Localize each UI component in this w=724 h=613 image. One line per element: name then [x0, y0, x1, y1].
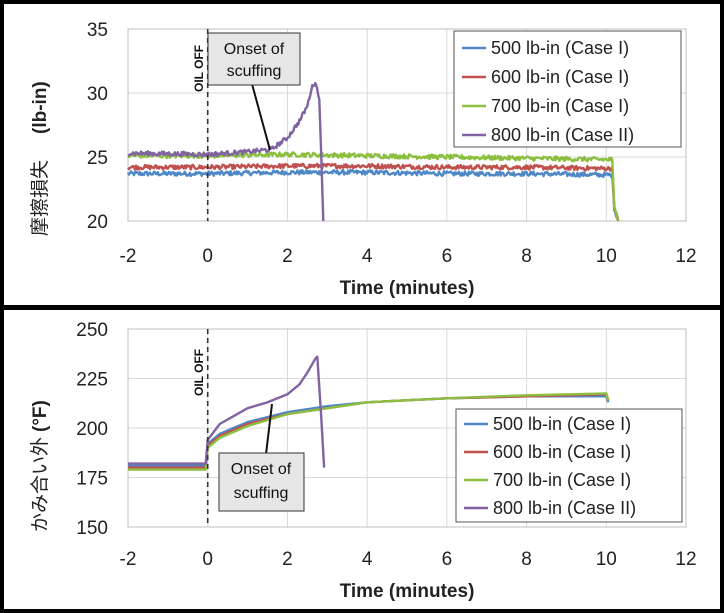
bottom-callout-box [218, 452, 305, 512]
top-legend-label: 500 lb-in (Case I) [491, 38, 629, 58]
top-callout-text-line1: Onset of [224, 41, 285, 58]
top-series-lines [126, 81, 620, 222]
top-x-tick-label: -2 [120, 246, 137, 267]
bottom-y-tick-label: 225 [76, 370, 108, 391]
top-y-tick-labels: 20 25 30 35 [87, 20, 108, 233]
top-y-tick-label: 25 [87, 148, 108, 169]
top-y-axis-title-unit: (lb-in) [30, 81, 51, 134]
top-x-tick-label: 12 [675, 246, 696, 267]
bottom-y-axis-title-japanese: かみ合い外 [29, 437, 51, 532]
top-plot-border [127, 28, 687, 222]
top-x-tick-label: 2 [282, 246, 293, 267]
top-x-tick-label: 4 [362, 246, 373, 267]
top-series-line-2 [127, 162, 620, 222]
bottom-callout-text-line2: scuffing [234, 485, 289, 502]
top-y-tick-label: 35 [87, 20, 108, 41]
top-callout-pointer [251, 83, 271, 151]
top-x-tick-labels: -2 0 2 4 6 8 10 12 [120, 246, 697, 267]
bottom-callout-pointer [265, 403, 273, 455]
bottom-x-tick-label: 6 [442, 549, 453, 570]
bottom-x-tick-label: -2 [120, 549, 137, 570]
bottom-legend-label: 800 lb-in (Case II) [493, 498, 636, 518]
bottom-legend: 500 lb-in (Case I) 600 lb-in (Case I) 700 … [455, 408, 683, 523]
top-x-tick-label: 10 [596, 246, 617, 267]
bottom-legend-label: 600 lb-in (Case I) [493, 442, 631, 462]
bottom-chart: OIL OFF 150 175 200 225 250 -2 0 2 4 6 8 10 12 Time… [29, 320, 697, 602]
bottom-y-tick-label: 250 [76, 320, 108, 341]
top-chart: OIL OFF 20 25 30 35 -2 0 2 4 6 8 10 12 Time (minut… [29, 20, 697, 299]
top-legend-label: 700 lb-in (Case I) [491, 96, 629, 116]
top-callout-box [207, 32, 301, 86]
bottom-x-axis-title: Time (minutes) [340, 581, 475, 602]
bottom-x-tick-labels: -2 0 2 4 6 8 10 12 [120, 549, 697, 570]
top-x-tick-label: 8 [521, 246, 532, 267]
bottom-legend-box [455, 408, 683, 523]
top-oil-off-label: OIL OFF [192, 45, 206, 92]
top-legend: 500 lb-in (Case I) 600 lb-in (Case I) 700 … [453, 30, 682, 148]
top-y-tick-label: 20 [87, 212, 108, 233]
bottom-y-axis-title-unit: (°F) [30, 400, 51, 432]
top-legend-label: 800 lb-in (Case II) [491, 125, 634, 145]
bottom-plot-border [127, 328, 687, 528]
top-series-line-1 [126, 169, 620, 222]
bottom-x-tick-label: 10 [596, 549, 617, 570]
bottom-x-tick-label: 4 [362, 549, 373, 570]
top-callout-text-line2: scuffing [227, 63, 282, 80]
top-legend-label: 600 lb-in (Case I) [491, 67, 629, 87]
bottom-y-tick-label: 150 [76, 518, 108, 539]
bottom-legend-label: 700 lb-in (Case I) [493, 470, 631, 490]
bottom-x-tick-label: 12 [675, 549, 696, 570]
bottom-legend-label: 500 lb-in (Case I) [493, 414, 631, 434]
bottom-x-tick-label: 8 [521, 549, 532, 570]
top-series-line-4 [127, 81, 325, 222]
bottom-x-tick-label: 2 [282, 549, 293, 570]
bottom-y-tick-label: 175 [76, 469, 108, 490]
bottom-oil-off-label: OIL OFF [192, 349, 206, 396]
top-y-tick-label: 30 [87, 84, 108, 105]
bottom-y-tick-label: 200 [76, 419, 108, 440]
bottom-callout-text-line1: Onset of [231, 461, 292, 478]
top-x-tick-label: 6 [442, 246, 453, 267]
top-legend-box [453, 30, 682, 148]
bottom-x-tick-label: 0 [202, 549, 213, 570]
top-x-axis-title: Time (minutes) [340, 278, 475, 299]
top-y-axis-title-japanese: 摩擦損失 [29, 160, 51, 236]
bottom-y-tick-labels: 150 175 200 225 250 [76, 320, 108, 539]
top-x-tick-label: 0 [202, 246, 213, 267]
